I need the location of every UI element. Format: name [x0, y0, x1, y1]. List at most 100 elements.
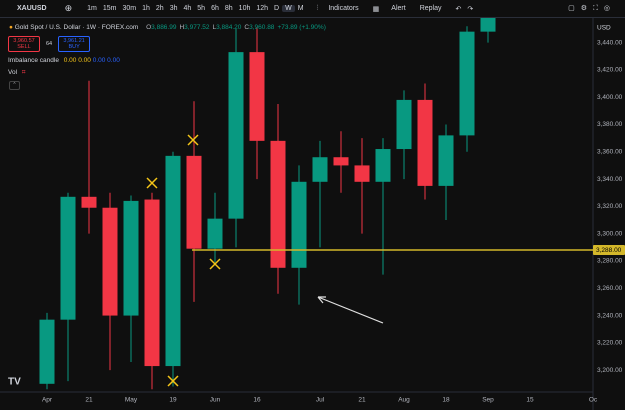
interval-button[interactable]: 6h — [211, 5, 219, 12]
ohlc-key: O — [146, 24, 152, 31]
ohlc-value: 3,884.20 — [216, 24, 242, 31]
candle-body — [333, 157, 349, 166]
y-tick-label: 3,360.00 — [597, 148, 623, 155]
top-toolbar: XAUUSD ⊕ 1m 15m 30m 1h 2h 3h 4h 5h 6h 8h 10h 12h D W M… — [0, 0, 625, 18]
interval-button[interactable]: 3h — [169, 5, 178, 12]
x-tick-label: 21 — [85, 397, 93, 404]
sell-price: 3,960.57 — [13, 38, 35, 44]
legend-title: Gold Spot / U.S. Dollar · 1W · FOREX.com — [14, 24, 139, 31]
y-tick-label: 3,420.00 — [597, 67, 623, 74]
indicator-value: 0.00 — [107, 57, 120, 64]
currency: USD — [597, 25, 611, 32]
interval-button[interactable]: W — [282, 5, 295, 12]
x-tick-label: 21 — [358, 397, 366, 404]
right-tools[interactable]: ▢⚙⛶◎ — [568, 5, 616, 12]
candle-body — [438, 135, 454, 186]
collapse-legend[interactable]: ⌃ — [9, 81, 20, 90]
symbol[interactable]: XAUUSD — [17, 5, 47, 12]
arrow — [317, 296, 384, 324]
price-line-label-box — [593, 245, 625, 256]
interval-button[interactable]: M — [297, 5, 304, 12]
interval-button[interactable]: 1h — [142, 5, 150, 12]
buy-label: BUY — [68, 44, 80, 50]
ohlc-key: L — [212, 24, 217, 31]
y-tick-label: 3,400.00 — [597, 94, 623, 101]
y-tick-label: 3,380.00 — [597, 121, 623, 128]
y-tick-label: 3,320.00 — [597, 203, 623, 210]
ohlc-value: +73.89 (+1.90%) — [277, 24, 326, 31]
volume-label: Vol — [8, 69, 18, 76]
x-tick-label: 18 — [442, 397, 450, 404]
interval-button[interactable]: 4h — [183, 5, 192, 12]
x-markers — [146, 134, 221, 387]
candle-body — [165, 155, 181, 367]
candle-body — [186, 155, 202, 249]
x-marker — [209, 258, 221, 270]
y-tick-label: 3,440.00 — [597, 39, 623, 46]
interval-button[interactable]: D — [274, 5, 280, 12]
interval-button[interactable]: 1m — [87, 5, 97, 12]
y-tick-label: 3,260.00 — [597, 285, 623, 292]
indicators-button[interactable]: Indicators — [328, 5, 359, 12]
indicator-row: Imbalance candle 0.00 0.00 0.00 0.00 — [8, 57, 120, 64]
candle-body — [480, 18, 496, 32]
x-marker — [146, 177, 158, 189]
buy-price: 3,961.21 — [63, 38, 85, 44]
sell-button[interactable]: 3,960.57 SELL — [8, 36, 40, 52]
undo[interactable]: ↶ — [455, 5, 462, 13]
price-line-label: 3,288.00 — [596, 247, 622, 254]
replay-button[interactable]: Replay — [419, 5, 442, 12]
candle-body — [207, 218, 223, 249]
interval-button[interactable]: 5h — [197, 5, 206, 12]
chart-type[interactable]: ⫶ — [316, 4, 319, 12]
interval-button[interactable]: 30m — [122, 5, 137, 12]
ohlc-value: 3,960.88 — [249, 24, 275, 31]
volume-row: Vol ⌗ — [8, 69, 26, 77]
y-tick-label: 3,220.00 — [597, 340, 623, 347]
x-tick-label: Oc — [589, 397, 598, 404]
x-tick-label: 16 — [253, 397, 261, 404]
layouts[interactable]: ▦ — [372, 5, 380, 13]
candle-body — [270, 140, 286, 268]
candle-body — [60, 196, 76, 320]
x-tick-label: 15 — [526, 397, 534, 404]
symbol-dot: ● — [9, 24, 13, 31]
y-tick-label: 3,300.00 — [597, 230, 623, 237]
candle-body — [396, 99, 412, 150]
candle-body — [228, 52, 244, 219]
x-tick-label: Jun — [210, 397, 221, 404]
candle-body — [312, 157, 328, 182]
alert-button[interactable]: Alert — [391, 5, 406, 12]
interval-button[interactable]: 8h — [224, 5, 233, 12]
interval-button[interactable]: 2h — [155, 5, 164, 12]
add-symbol[interactable]: ⊕ — [64, 3, 73, 13]
legend-title-row: ● Gold Spot / U.S. Dollar · 1W · FOREX.c… — [9, 24, 326, 31]
interval-button[interactable]: 15m — [102, 5, 117, 12]
x-marker — [187, 134, 199, 146]
y-tick-label: 3,240.00 — [597, 312, 623, 319]
buy-button[interactable]: 3,961.21 BUY — [58, 36, 91, 52]
indicator-value: 0.00 — [63, 57, 77, 64]
candle-body — [417, 99, 433, 186]
ohlc-value: 3,977.52 — [184, 24, 210, 31]
candle-body — [375, 149, 391, 182]
volume-icon: ⌗ — [21, 69, 26, 76]
candle-body — [354, 165, 370, 182]
logo: TV — [8, 377, 21, 388]
candle-body — [291, 181, 307, 268]
redo[interactable]: ↷ — [467, 5, 474, 13]
interval-button[interactable]: 12h — [256, 5, 269, 12]
x-tick-label: Sep — [482, 397, 494, 404]
indicator-value: 0.00 — [92, 57, 106, 64]
interval-button[interactable]: 10h — [238, 5, 251, 12]
x-tick-label: Apr — [42, 397, 53, 404]
indicator-name: Imbalance candle — [8, 57, 59, 64]
x-marker — [167, 375, 179, 387]
ohlc-key: H — [179, 24, 185, 31]
ohlc-value: 3,886.99 — [151, 24, 177, 31]
x-tick-label: Aug — [398, 397, 410, 404]
indicator-value: 0.00 — [78, 57, 91, 64]
y-tick-label: 3,280.00 — [597, 258, 623, 265]
